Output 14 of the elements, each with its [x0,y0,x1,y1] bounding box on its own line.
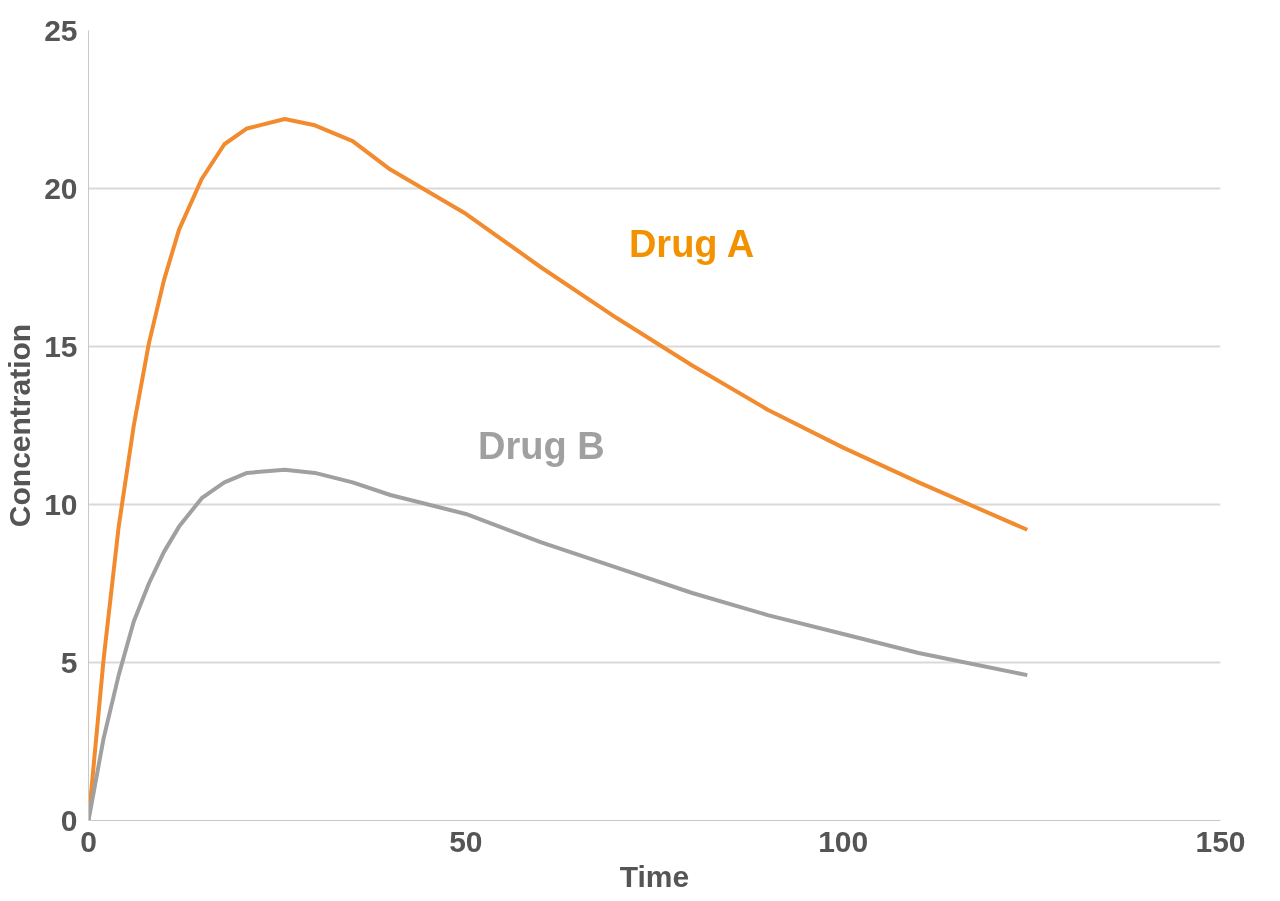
series-label: Drug A [628,223,755,266]
y-axis-title: Concentration [3,323,37,528]
x-tick-label: 150 [1195,824,1246,858]
y-tick-label: 20 [44,171,78,205]
x-tick-label: 100 [818,824,869,858]
y-tick-label: 0 [60,803,78,837]
x-axis-title: Time [619,859,690,893]
x-tick-label: 50 [449,824,483,858]
y-tick-label: 5 [60,645,78,679]
line-series [88,467,1030,821]
y-tick-label: 25 [44,13,78,47]
y-tick-label: 15 [44,329,78,363]
y-tick-label: 10 [44,487,78,521]
series-label: Drug B [477,425,605,468]
